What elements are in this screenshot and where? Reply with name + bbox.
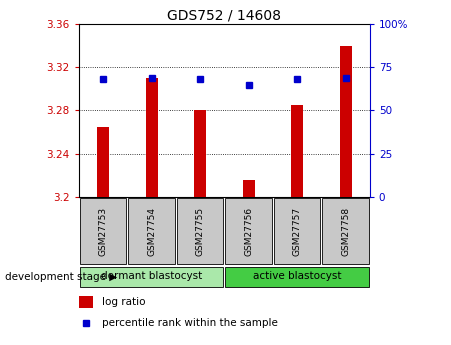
Bar	[129, 198, 175, 264]
Bar	[274, 198, 320, 264]
Text: GSM27756: GSM27756	[244, 207, 253, 256]
Bar	[226, 198, 272, 264]
Bar	[79, 296, 93, 308]
Text: GSM27755: GSM27755	[196, 207, 205, 256]
Title: GDS752 / 14608: GDS752 / 14608	[167, 9, 281, 23]
Bar	[97, 127, 109, 197]
Bar	[322, 198, 369, 264]
Bar	[177, 198, 223, 264]
Text: log ratio: log ratio	[102, 297, 146, 307]
Bar	[243, 180, 255, 197]
Bar	[194, 110, 206, 197]
Text: development stage ▶: development stage ▶	[5, 272, 117, 282]
Text: percentile rank within the sample: percentile rank within the sample	[102, 318, 278, 327]
Bar	[340, 46, 352, 197]
Bar	[226, 267, 369, 287]
Text: GSM27758: GSM27758	[341, 207, 350, 256]
Bar	[80, 267, 223, 287]
Bar	[291, 105, 303, 197]
Text: dormant blastocyst: dormant blastocyst	[101, 272, 202, 282]
Text: active blastocyst: active blastocyst	[253, 272, 341, 282]
Text: GSM27757: GSM27757	[293, 207, 302, 256]
Bar	[80, 198, 126, 264]
Bar	[146, 78, 158, 197]
Text: GSM27753: GSM27753	[99, 207, 108, 256]
Text: GSM27754: GSM27754	[147, 207, 156, 256]
